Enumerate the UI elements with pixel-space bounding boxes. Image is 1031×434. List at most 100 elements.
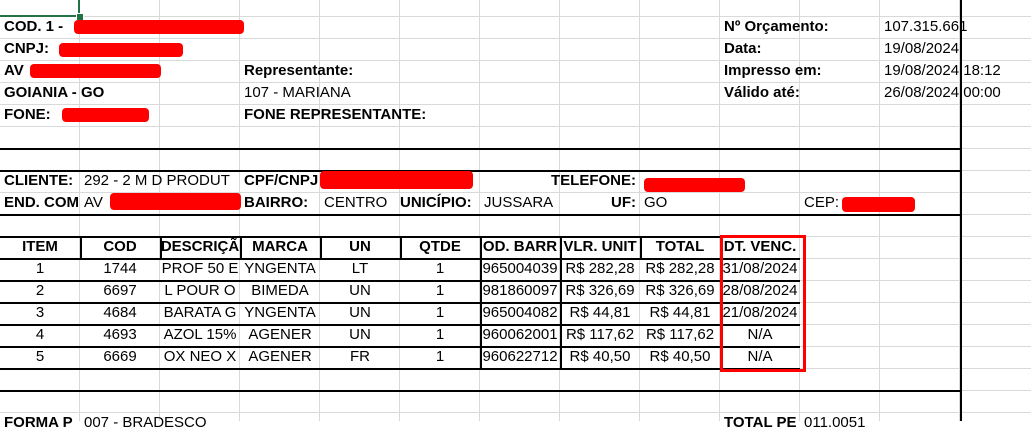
cell-un[interactable]: UN — [349, 326, 371, 343]
cell-un[interactable]: UN — [349, 304, 371, 321]
border-line — [80, 236, 82, 258]
cell-marca[interactable]: YNGENTA — [244, 304, 316, 321]
cell-cod-barras[interactable]: 965004039 — [482, 260, 558, 277]
border-line — [320, 236, 322, 258]
representative-phone-label: FONE REPRESENTANTE: — [244, 106, 427, 123]
cell-descricao[interactable]: L POUR O — [164, 282, 236, 299]
border-line — [0, 148, 960, 150]
total-label: TOTAL PE — [724, 414, 797, 431]
cpf-label: CPF/CNPJ — [244, 172, 319, 189]
border-line — [0, 258, 800, 260]
cell-marca[interactable]: AGENER — [248, 348, 312, 365]
cell-un[interactable]: UN — [349, 282, 371, 299]
redaction-mark — [110, 193, 241, 210]
border-line — [0, 280, 800, 282]
cell-cod[interactable]: 4684 — [103, 304, 137, 321]
cell-cod-barras[interactable]: 960062001 — [482, 326, 558, 343]
cell-total[interactable]: R$ 117,62 — [645, 326, 715, 343]
header-un: UN — [349, 238, 371, 255]
quote-date: 19/08/2024 — [884, 40, 960, 57]
header-item: ITEM — [22, 238, 58, 255]
cell-qtde[interactable]: 1 — [435, 348, 445, 365]
cell-qtde[interactable]: 1 — [435, 304, 445, 321]
cell-qtde[interactable]: 1 — [435, 326, 445, 343]
border-line — [640, 236, 642, 258]
quote-valid-label: Válido até: — [724, 84, 800, 101]
cell-descricao[interactable]: BARATA G — [163, 304, 237, 321]
border-line — [0, 324, 800, 326]
cell-descricao[interactable]: OX NEO X — [163, 348, 237, 365]
quote-printed: 19/08/2024 18:12 — [884, 62, 1001, 79]
cep-label: CEP: — [804, 194, 840, 211]
state-label: UF: — [611, 194, 636, 211]
cell-item[interactable]: 2 — [35, 282, 45, 299]
cell-cod[interactable]: 6669 — [103, 348, 137, 365]
border-line — [160, 236, 162, 258]
header-total: TOTAL — [655, 238, 705, 255]
cell-cod-barras[interactable]: 965004082 — [482, 304, 558, 321]
selected-cell-border — [0, 15, 80, 17]
cell-dt-venc[interactable]: N/A — [747, 348, 773, 365]
cell-marca[interactable]: AGENER — [248, 326, 312, 343]
state-value: GO — [644, 194, 668, 211]
cell-item[interactable]: 5 — [35, 348, 45, 365]
client-address-label: END. COM — [4, 194, 79, 211]
company-code-label: COD. 1 - — [4, 18, 64, 35]
cell-total[interactable]: R$ 326,69 — [645, 282, 715, 299]
cell-item[interactable]: 3 — [35, 304, 45, 321]
border-line — [0, 346, 800, 348]
cell-qtde[interactable]: 1 — [435, 282, 445, 299]
cell-marca[interactable]: YNGENTA — [244, 260, 316, 277]
border-line — [0, 214, 960, 216]
company-cnpj-label: CNPJ: — [4, 40, 50, 57]
cell-descricao[interactable]: AZOL 15% — [163, 326, 237, 343]
cell-qtde[interactable]: 1 — [435, 260, 445, 277]
cell-cod-barras[interactable]: 960622712 — [482, 348, 558, 365]
selected-cell-border — [78, 0, 80, 17]
cell-vlr-unit[interactable]: R$ 40,50 — [569, 348, 631, 365]
cell-vlr-unit[interactable]: R$ 117,62 — [565, 326, 635, 343]
border-line — [0, 368, 800, 370]
header-marca: MARCA — [252, 238, 308, 255]
cell-vlr-unit[interactable]: R$ 44,81 — [569, 304, 631, 321]
redaction-mark — [842, 197, 915, 212]
cell-dt-venc[interactable]: 31/08/2024 — [722, 260, 798, 277]
representative-label: Representante: — [244, 62, 354, 79]
city-value: JUSSARA — [484, 194, 554, 211]
cell-cod[interactable]: 1744 — [103, 260, 137, 277]
cell-descricao[interactable]: PROF 50 E — [161, 260, 239, 277]
cell-cod-barras[interactable]: 981860097 — [482, 282, 558, 299]
header-cod: COD — [103, 238, 137, 255]
cell-item[interactable]: 4 — [35, 326, 45, 343]
border-line — [0, 302, 800, 304]
cell-vlr-unit[interactable]: R$ 282,28 — [565, 260, 635, 277]
city-label: UNICÍPIO: — [400, 194, 472, 211]
district-value: CENTRO — [324, 194, 388, 211]
cell-un[interactable]: LT — [351, 260, 369, 277]
highlight-box-due-dates — [720, 235, 806, 372]
cell-total[interactable]: R$ 40,50 — [649, 348, 711, 365]
company-address-label: AV — [4, 62, 24, 79]
cell-dt-venc[interactable]: 21/08/2024 — [722, 304, 798, 321]
cell-marca[interactable]: BIMEDA — [251, 282, 309, 299]
border-line — [960, 0, 962, 421]
representative-value: 107 - MARIANA — [244, 84, 351, 101]
client-address-value: AV — [84, 194, 103, 211]
redaction-mark — [74, 20, 244, 34]
border-line — [240, 236, 242, 258]
cell-item[interactable]: 1 — [35, 260, 45, 277]
cell-total[interactable]: R$ 44,81 — [649, 304, 711, 321]
redaction-mark — [59, 43, 183, 57]
redaction-mark — [30, 64, 161, 78]
total-value: 011.0051 — [804, 414, 866, 431]
cell-un[interactable]: FR — [350, 348, 370, 365]
cell-dt-venc[interactable]: N/A — [747, 326, 773, 343]
header-dt-venc: DT. VENC. — [723, 238, 797, 255]
cell-cod[interactable]: 4693 — [103, 326, 137, 343]
cell-vlr-unit[interactable]: R$ 326,69 — [565, 282, 635, 299]
quote-date-label: Data: — [724, 40, 762, 57]
cell-cod[interactable]: 6697 — [103, 282, 137, 299]
cell-total[interactable]: R$ 282,28 — [645, 260, 715, 277]
redaction-mark — [320, 171, 473, 189]
cell-dt-venc[interactable]: 28/08/2024 — [722, 282, 798, 299]
